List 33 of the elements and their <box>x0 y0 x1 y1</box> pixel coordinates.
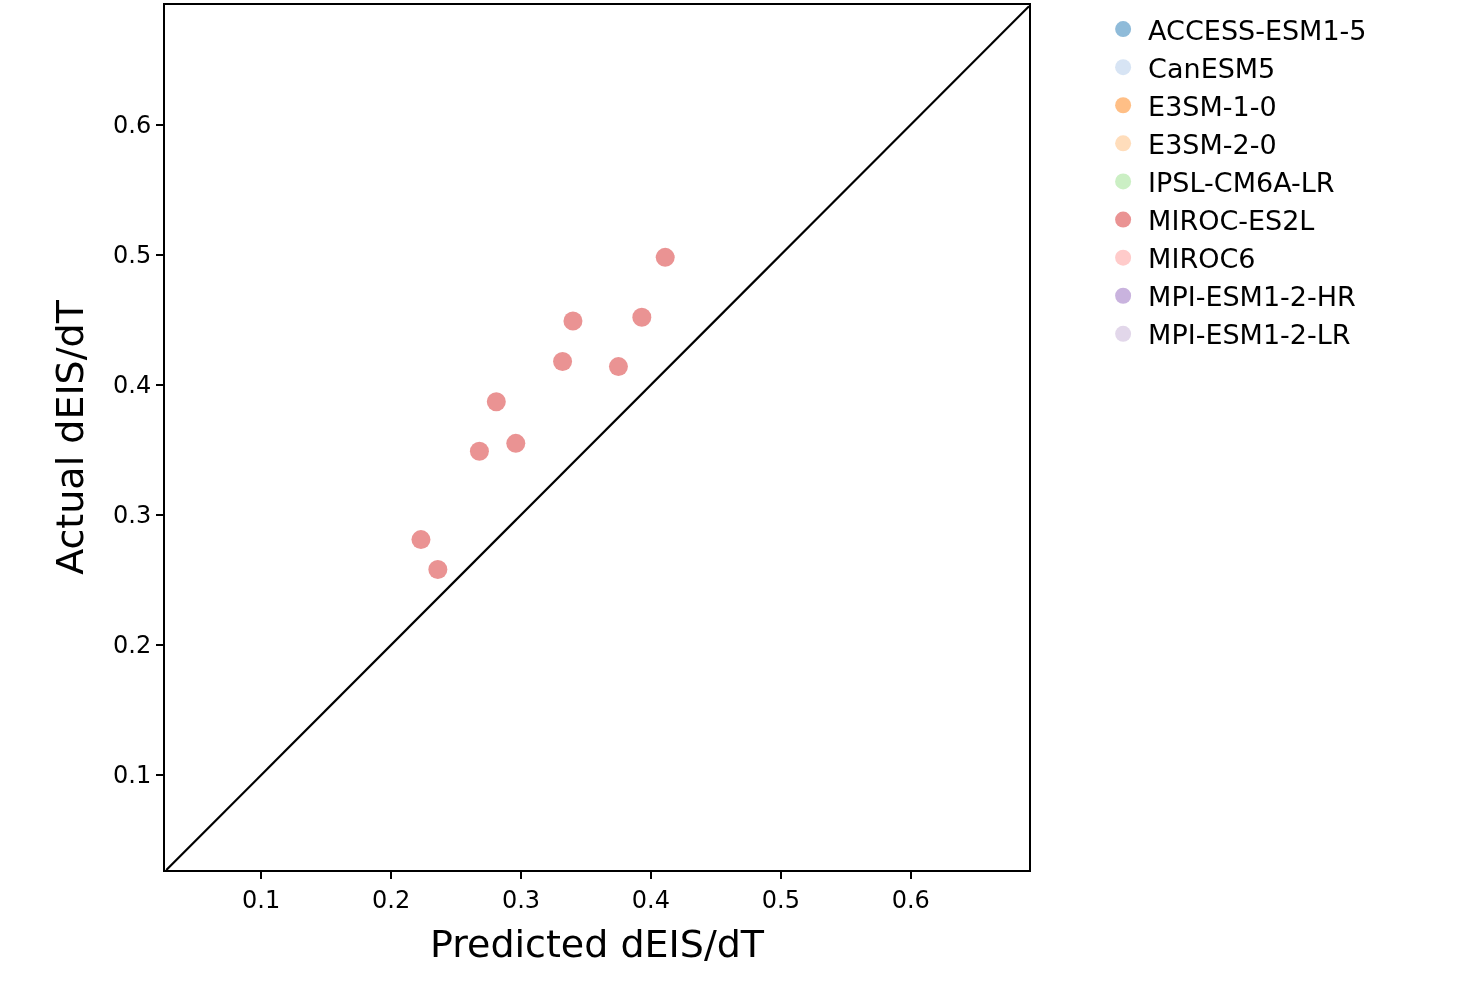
legend-label: IPSL-CM6A-LR <box>1148 166 1335 198</box>
y-tick-label: 0.1 <box>113 761 152 790</box>
x-tick-label: 0.4 <box>631 885 671 914</box>
y-axis-title: Actual dEIS/dT <box>47 299 92 575</box>
point <box>655 247 675 267</box>
point <box>632 307 652 327</box>
point <box>553 351 573 371</box>
point <box>486 392 506 412</box>
x-tick-label: 0.6 <box>891 885 930 914</box>
legend-label: E3SM-2-0 <box>1148 128 1277 160</box>
y-tick-label: 0.6 <box>113 111 152 140</box>
legend-label: MPI-ESM1-2-HR <box>1148 281 1356 313</box>
y-tick-label: 0.3 <box>113 501 152 530</box>
y-tick-label: 0.5 <box>113 241 152 270</box>
point <box>608 357 628 377</box>
point <box>411 530 431 550</box>
point <box>469 441 489 461</box>
legend-label: E3SM-1-0 <box>1148 90 1277 122</box>
legend-label: MIROC6 <box>1148 243 1256 275</box>
x-tick-label: 0.2 <box>371 885 411 914</box>
x-axis-title: Predicted dEIS/dT <box>429 922 765 967</box>
x-tick-label: 0.5 <box>761 885 800 914</box>
x-tick-label: 0.3 <box>501 885 541 914</box>
x-tick-label: 0.1 <box>242 885 281 914</box>
legend-label: MPI-ESM1-2-LR <box>1148 319 1351 351</box>
y-tick-label: 0.2 <box>113 631 152 660</box>
legend-label: CanESM5 <box>1148 52 1276 84</box>
legend-label: MIROC-ES2L <box>1148 205 1315 237</box>
point <box>563 311 583 331</box>
y-tick-label: 0.4 <box>113 371 152 400</box>
point <box>428 560 448 580</box>
legend-label: ACCESS-ESM1-5 <box>1148 14 1367 46</box>
point <box>506 433 526 453</box>
